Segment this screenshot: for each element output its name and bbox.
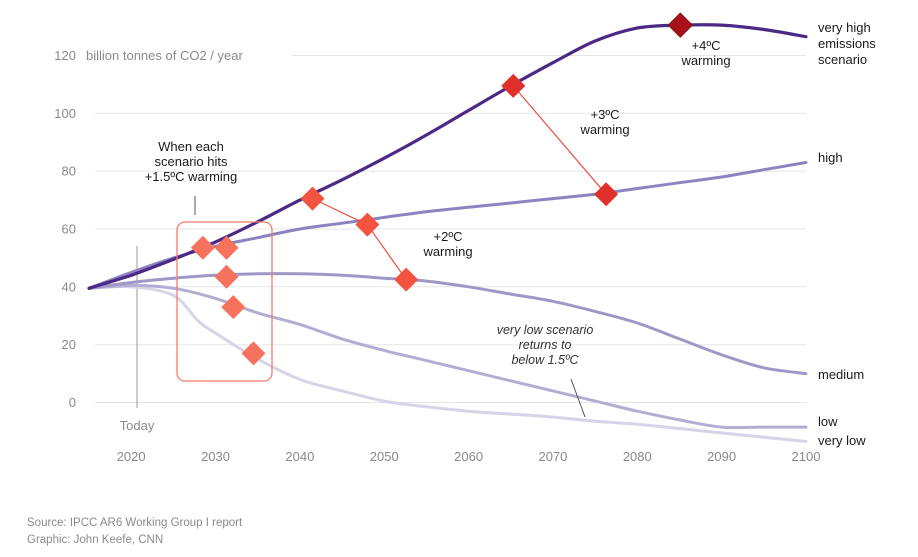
callout-text-1-5-line-3: +1.5ºC warming — [145, 169, 238, 184]
y-tick-0: 0 — [69, 395, 76, 410]
marker-connector-1 — [312, 198, 368, 226]
annotation-2c-line-2: warming — [422, 244, 472, 259]
x-tick-2050: 2050 — [370, 449, 399, 464]
y-tick-20: 20 — [62, 337, 76, 352]
marker-connector-3 — [512, 85, 607, 195]
annotation-4c-line-1: +4ºC — [692, 38, 721, 53]
callout-box-1-5 — [176, 221, 273, 382]
x-tick-2020: 2020 — [117, 449, 146, 464]
x-tick-2090: 2090 — [707, 449, 736, 464]
warming-marker-1-5c-5 — [241, 341, 266, 366]
annotation-very-low-line-3: below 1.5ºC — [511, 353, 579, 367]
series-line-very-low — [87, 284, 808, 443]
series-line-low — [87, 283, 808, 430]
series-line-medium — [87, 272, 808, 376]
graphic-credit: Graphic: John Keefe, CNN — [27, 534, 164, 546]
warming-marker-2c-7 — [355, 212, 380, 237]
warming-marker-2c-6 — [300, 186, 325, 211]
annotation-very-low-line-2: returns to — [519, 338, 572, 352]
warming-marker-1-5c-2 — [214, 235, 239, 260]
annotation-2c-line-1: +2ºC — [434, 229, 463, 244]
series-label-high-line-1: high — [818, 150, 843, 165]
source-note: Source: IPCC AR6 Working Group I report — [27, 517, 243, 529]
x-tick-2070: 2070 — [538, 449, 567, 464]
callout-text-1-5-line-2: scenario hits — [155, 154, 228, 169]
y-tick-100: 100 — [54, 106, 76, 121]
y-tick-120: 120 — [54, 48, 76, 63]
warming-marker-3c-10 — [594, 182, 619, 207]
unit-label-backdrop — [82, 40, 292, 62]
x-tick-2060: 2060 — [454, 449, 483, 464]
annotation-4c-line-2: warming — [680, 53, 730, 68]
x-tick-2100: 2100 — [792, 449, 821, 464]
warming-marker-4c-11 — [667, 12, 694, 38]
warming-marker-1-5c-4 — [221, 295, 246, 320]
callout-text-1-5-line-1: When each — [158, 139, 224, 154]
series-label-medium-line-1: medium — [818, 367, 864, 382]
y-tick-80: 80 — [62, 164, 76, 179]
warming-marker-2c-8 — [394, 267, 419, 292]
y-axis-unit-label: billion tonnes of CO2 / year — [86, 48, 243, 63]
today-label: Today — [120, 418, 155, 433]
annotation-3c-line-1: +3ºC — [591, 107, 620, 122]
warming-marker-3c-9 — [501, 73, 526, 98]
series-label-very-high-line-3: scenario — [818, 52, 867, 67]
y-tick-60: 60 — [62, 222, 76, 237]
series-label-very-high-line-2: emissions — [818, 36, 876, 51]
marker-connector-2 — [366, 224, 407, 280]
x-tick-2080: 2080 — [623, 449, 652, 464]
footer: Source: IPCC AR6 Working Group I report … — [27, 515, 242, 549]
annotation-3c-line-2: warming — [579, 122, 629, 137]
x-tick-2030: 2030 — [201, 449, 230, 464]
series-label-low-line-1: low — [818, 414, 838, 429]
series-label-very-low-line-1: very low — [818, 433, 866, 448]
y-tick-40: 40 — [62, 279, 76, 294]
warming-marker-1-5c-1 — [190, 235, 215, 260]
annotation-very-low-line-1: very low scenario — [497, 323, 594, 337]
annotation-very-low-pointer — [570, 378, 586, 418]
series-label-very-high-line-1: very high — [818, 20, 871, 35]
warming-marker-1-5c-3 — [214, 264, 239, 289]
x-tick-2040: 2040 — [285, 449, 314, 464]
